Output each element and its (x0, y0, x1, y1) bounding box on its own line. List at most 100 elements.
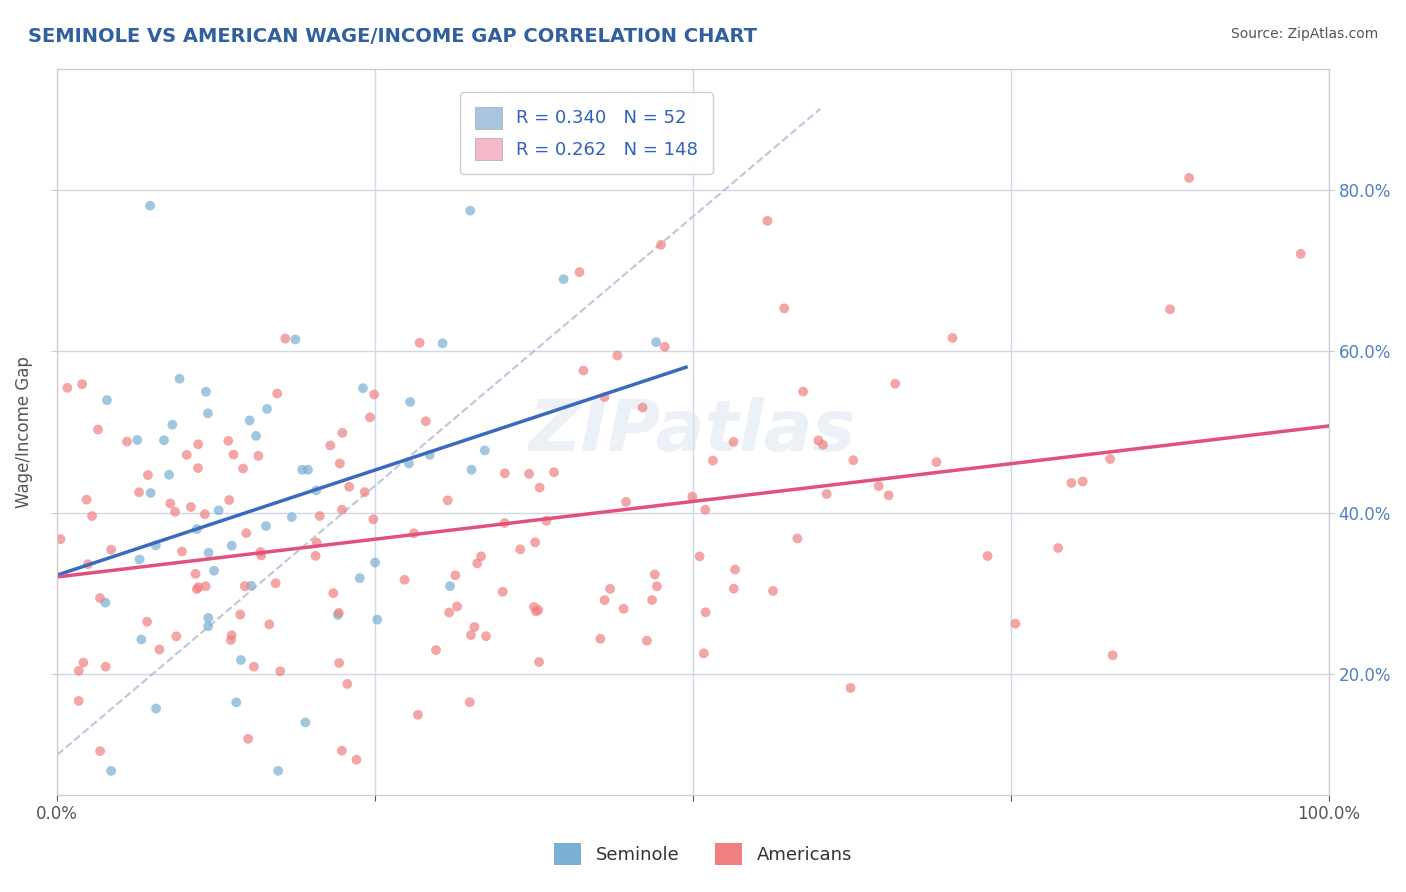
Point (136, 468, 159, 483)
Point (236, 731, 259, 746)
Point (202, 564, 225, 578)
Point (1004, 616, 1026, 631)
Point (100, 764, 122, 778)
Point (494, 467, 516, 481)
Point (229, 607, 252, 622)
Point (49, 532, 72, 546)
Point (724, 562, 747, 576)
Point (645, 335, 668, 350)
Point (328, 656, 350, 670)
Point (527, 603, 550, 617)
Point (96, 393, 118, 408)
Point (145, 701, 167, 715)
Point (363, 512, 385, 526)
Point (217, 434, 239, 448)
Point (527, 655, 550, 669)
Point (284, 333, 307, 347)
Point (247, 449, 270, 463)
Point (1289, 247, 1312, 261)
Point (807, 434, 830, 448)
Point (197, 611, 219, 625)
Point (187, 461, 209, 475)
Point (593, 593, 616, 607)
Text: SEMINOLE VS AMERICAN WAGE/INCOME GAP CORRELATION CHART: SEMINOLE VS AMERICAN WAGE/INCOME GAP COR… (28, 27, 756, 45)
Point (218, 493, 240, 508)
Point (394, 573, 416, 587)
Point (572, 363, 595, 377)
Point (402, 526, 425, 541)
Point (425, 643, 447, 657)
Text: ZIPatlas: ZIPatlas (529, 397, 856, 467)
Point (184, 566, 207, 581)
Point (474, 443, 496, 458)
Point (941, 331, 963, 345)
Point (239, 413, 262, 427)
Point (170, 544, 193, 558)
Point (229, 653, 252, 667)
Point (693, 646, 716, 660)
Point (281, 510, 304, 524)
Point (67, 694, 90, 708)
Point (842, 453, 865, 467)
Point (524, 604, 547, 618)
Point (509, 542, 531, 557)
Point (346, 753, 368, 767)
Point (326, 607, 349, 622)
Point (128, 485, 150, 500)
Point (644, 567, 666, 582)
Point (689, 549, 711, 564)
Point (925, 455, 948, 469)
Point (187, 437, 209, 451)
Point (127, 433, 149, 447)
Point (1178, 170, 1201, 185)
Point (762, 584, 785, 599)
Point (76, 492, 98, 507)
Point (180, 500, 202, 514)
Point (70, 377, 93, 392)
Point (162, 417, 184, 432)
Point (815, 487, 838, 501)
Point (194, 579, 217, 593)
Point (702, 453, 724, 467)
Point (458, 695, 481, 709)
Point (415, 414, 437, 428)
Point (366, 613, 388, 627)
Point (304, 549, 326, 563)
Point (332, 425, 354, 440)
Point (243, 659, 266, 673)
Point (305, 483, 328, 498)
Point (232, 461, 254, 475)
Point (186, 522, 208, 536)
Point (67, 664, 90, 678)
Point (589, 632, 612, 646)
Point (197, 406, 219, 420)
Point (297, 463, 319, 477)
Point (792, 384, 814, 399)
Point (599, 582, 621, 596)
Point (645, 579, 668, 593)
Text: Source: ZipAtlas.com: Source: ZipAtlas.com (1230, 27, 1378, 41)
Point (153, 434, 176, 448)
Point (1101, 648, 1123, 663)
Point (157, 467, 180, 482)
Point (94, 596, 117, 610)
Point (492, 584, 515, 599)
Point (606, 348, 628, 362)
Point (349, 571, 371, 585)
Point (87, 423, 110, 437)
Point (72, 656, 94, 670)
Point (470, 549, 492, 564)
Point (465, 557, 488, 571)
Point (523, 599, 546, 614)
Point (221, 539, 243, 553)
Point (235, 526, 257, 541)
Point (77, 557, 100, 571)
Point (419, 448, 441, 462)
Point (446, 599, 468, 614)
Point (322, 586, 344, 600)
Point (139, 486, 162, 500)
Point (695, 502, 717, 516)
Point (1159, 302, 1181, 317)
Point (408, 335, 430, 350)
Point (463, 620, 485, 634)
